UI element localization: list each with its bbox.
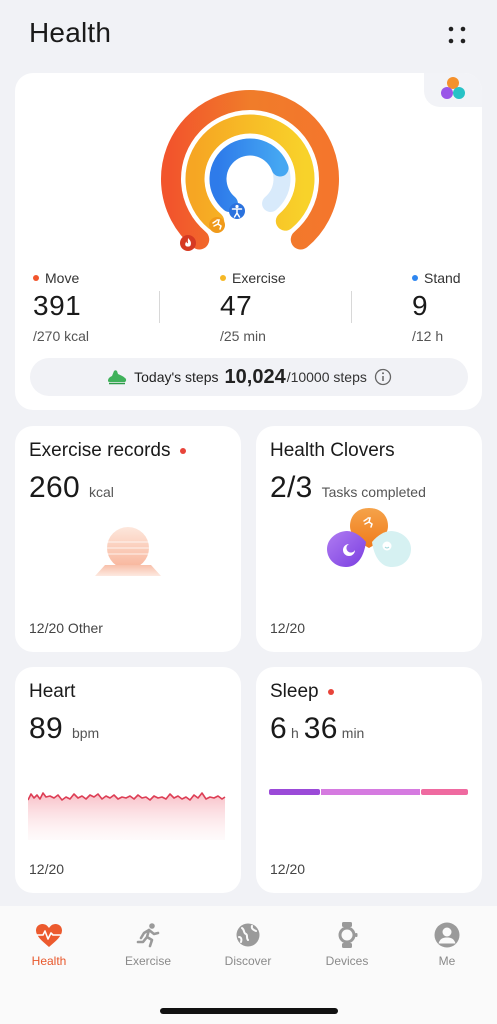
stand-ring-progress [209, 138, 289, 213]
heart-unit: bpm [71, 725, 100, 741]
exercise-goal: /25 min [220, 328, 266, 344]
move-stat[interactable]: Move 391 /270 kcal [33, 270, 89, 344]
move-value: 391 [33, 290, 82, 321]
bottom-tab-bar: Health Exercise Discover Devices Me [0, 906, 497, 1024]
exercise-records-title: Exercise records [29, 440, 171, 461]
tab-discover-label: Discover [224, 954, 272, 968]
tab-devices[interactable]: Devices [302, 922, 392, 968]
steps-value: 10,024 [224, 365, 286, 388]
stand-ring-end-icon [229, 203, 245, 219]
health-clovers-card[interactable]: Health Clovers 2/3 Tasks completed 12/20 [256, 426, 482, 652]
stand-goal: /12 h [412, 328, 444, 344]
sleep-footer: 12/20 [270, 861, 306, 877]
activity-rings-card[interactable]: Move 391 /270 kcal Exercise 47 /25 min S… [15, 73, 482, 410]
stand-value: 9 [412, 290, 429, 321]
heart-title: Heart [29, 681, 76, 702]
sleep-card[interactable]: Sleep 6 h 36 min 12/20 [256, 667, 482, 893]
steps-label: Today's steps [134, 369, 219, 385]
person-icon [434, 922, 460, 948]
shoe-icon [108, 370, 127, 385]
divider [159, 291, 160, 323]
clover-moon-icon [343, 544, 355, 556]
tab-exercise[interactable]: Exercise [103, 922, 193, 968]
sleep-hours-unit: h [291, 725, 299, 741]
home-indicator [160, 1008, 338, 1014]
notification-dot [179, 448, 186, 454]
exercise-records-footer: 12/20 Other [29, 620, 103, 636]
stand-stat[interactable]: Stand 9 /12 h [412, 270, 461, 344]
stand-label: Stand [424, 270, 461, 286]
sleep-minutes-unit: min [341, 725, 365, 741]
sleep-minutes: 36 [303, 712, 338, 745]
exercise-value: 47 [220, 290, 253, 321]
health-clovers-title: Health Clovers [270, 440, 395, 461]
watch-icon [338, 922, 358, 948]
clover-face-icon [382, 541, 392, 551]
heart-rate-icon [36, 924, 62, 947]
more-options-button[interactable] [442, 20, 472, 50]
tab-discover[interactable]: Discover [203, 922, 293, 968]
heart-value: 89 [29, 712, 63, 745]
activity-rings [161, 90, 339, 251]
exercise-label: Exercise [232, 270, 286, 286]
move-ring-end-icon [180, 235, 196, 251]
sunrise-illustration [95, 527, 161, 576]
divider [351, 291, 352, 323]
steps-goal: /10000 steps [286, 369, 367, 385]
clover-shortcut-button[interactable] [424, 73, 482, 107]
tab-health-label: Health [31, 954, 67, 968]
sleep-hours: 6 [270, 712, 287, 745]
exercise-ring-progress [185, 114, 315, 231]
move-ring-progress [161, 90, 339, 250]
move-label: Move [45, 270, 80, 286]
health-clovers-unit: Tasks completed [321, 484, 426, 500]
grid-dots-icon [448, 26, 466, 44]
tab-exercise-label: Exercise [124, 954, 171, 968]
clover-icon [441, 77, 465, 99]
globe-icon [236, 923, 260, 947]
info-icon[interactable] [374, 368, 392, 386]
clover-run-icon [363, 517, 373, 528]
top-header: Health [0, 0, 497, 70]
clover-illustration [327, 508, 411, 567]
move-goal: /270 kcal [33, 328, 90, 344]
heart-rate-sparkline [28, 792, 226, 840]
tab-me[interactable]: Me [402, 922, 492, 968]
exercise-color-dot [220, 275, 226, 281]
tab-devices-label: Devices [325, 954, 369, 968]
sleep-title: Sleep [270, 681, 319, 702]
heart-footer: 12/20 [29, 861, 65, 877]
move-color-dot [33, 275, 39, 281]
tab-health[interactable]: Health [4, 922, 94, 968]
page-title: Health [29, 17, 112, 48]
exercise-stat[interactable]: Exercise 47 /25 min [220, 270, 286, 344]
health-clovers-footer: 12/20 [270, 620, 306, 636]
exercise-records-card[interactable]: Exercise records 260 kcal 12/20 Other [15, 426, 241, 652]
notification-dot [327, 689, 334, 695]
running-icon [136, 923, 160, 948]
exercise-ring-end-icon [209, 217, 225, 233]
tab-me-label: Me [438, 954, 456, 968]
exercise-records-unit: kcal [88, 484, 114, 500]
heart-rate-card[interactable]: Heart 89 bpm 12/20 [15, 667, 241, 893]
sleep-stage-bar [269, 789, 468, 795]
steps-summary[interactable]: Today's steps 10,024 /10000 steps [30, 358, 468, 396]
stand-color-dot [412, 275, 418, 281]
exercise-records-value: 260 [29, 471, 80, 504]
health-clovers-value: 2/3 [270, 471, 313, 504]
